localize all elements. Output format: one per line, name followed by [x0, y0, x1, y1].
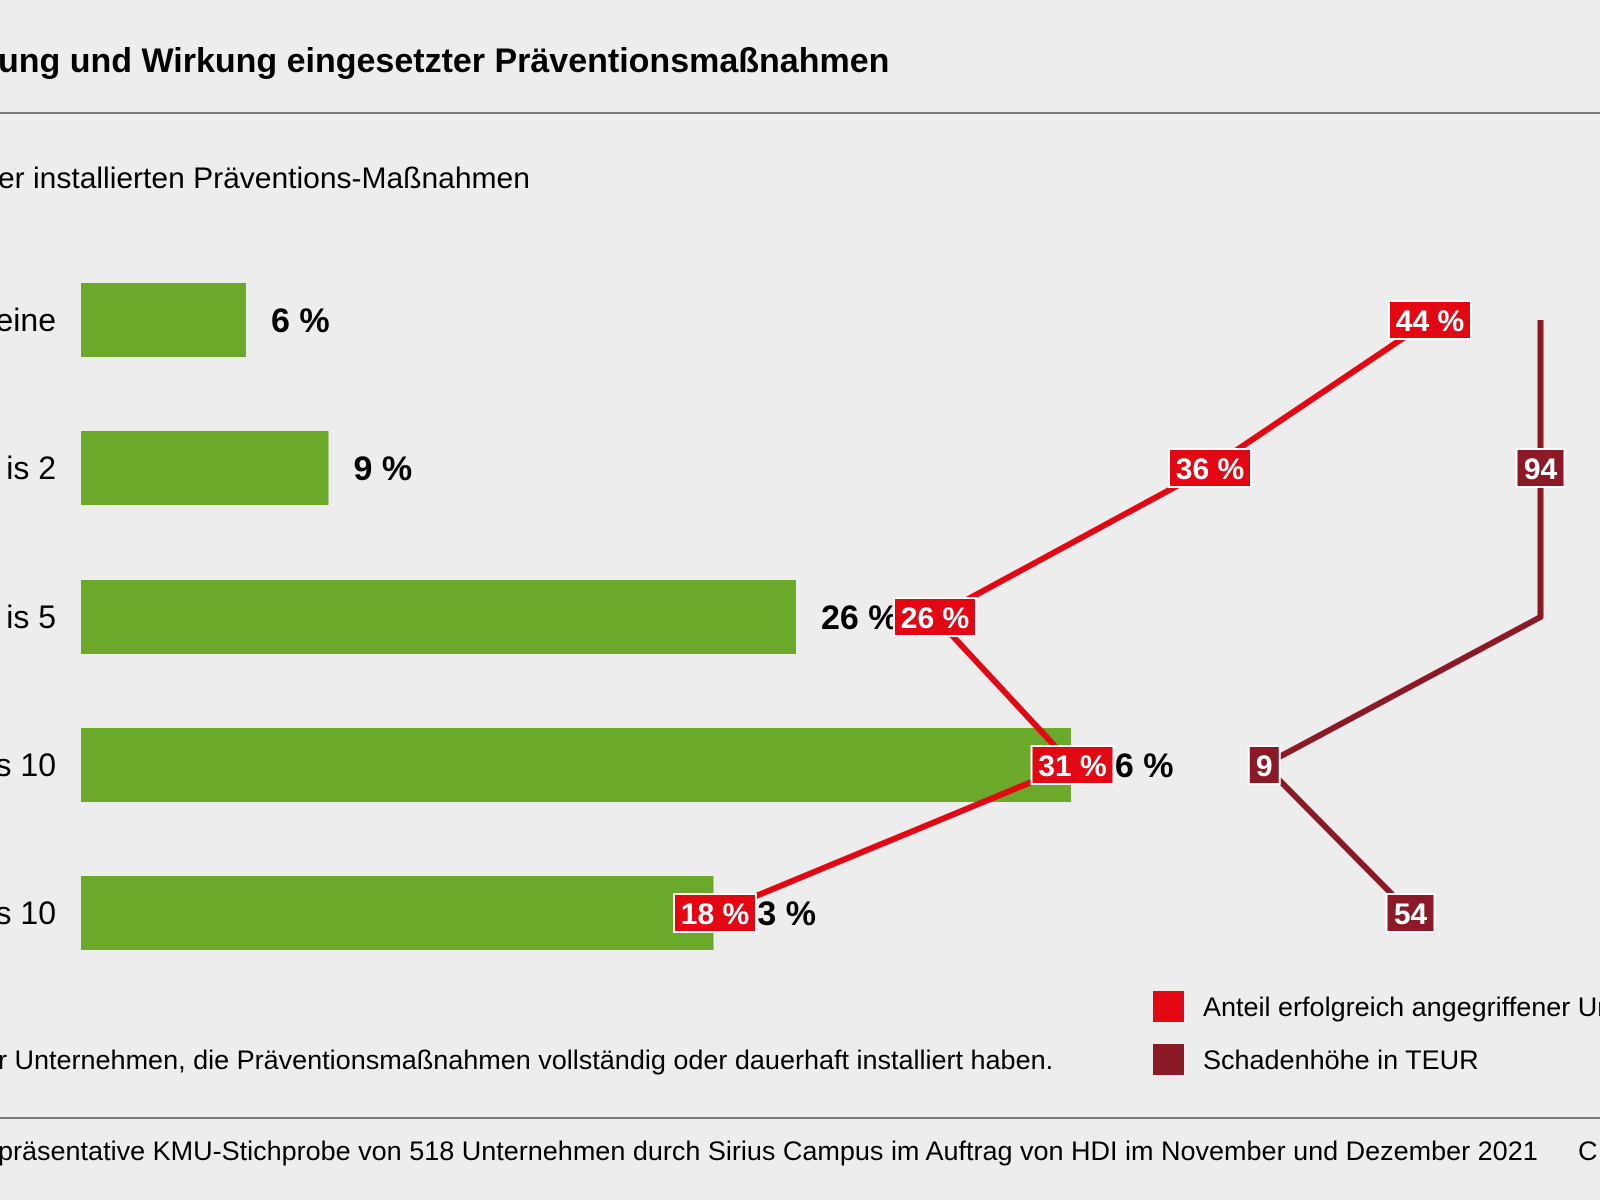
category-label: eine — [0, 302, 56, 338]
line-point-box — [673, 893, 757, 933]
line-point-label: 9 — [1256, 750, 1273, 783]
legend-label-damage: Schadenhöhe in TEUR — [1203, 1045, 1479, 1075]
line-damage — [1261, 320, 1544, 916]
line-point-box — [1247, 745, 1281, 785]
category-label: s 10 — [0, 895, 56, 931]
source-note: präsentative KMU-Stichprobe von 518 Unte… — [0, 1136, 1538, 1166]
category-label: s 10 — [0, 747, 56, 783]
bar — [81, 283, 246, 357]
category-label: is 2 — [6, 450, 56, 486]
line-series: 44 % 36 % 26 % 31 % 18 % 94 9 54 — [673, 300, 1566, 933]
line-point-box — [1030, 745, 1115, 785]
bar-value-label: 9 % — [354, 450, 413, 488]
bar — [81, 876, 714, 950]
chart-subtitle: er installierten Präventions-Maßnahmen — [0, 162, 530, 195]
line-point-box — [893, 597, 977, 637]
line-point-label: 26 % — [901, 602, 969, 635]
line-point-label: 94 — [1524, 453, 1558, 486]
legend-label-share: Anteil erfolgreich angegriffener Ur — [1203, 992, 1600, 1022]
bar — [81, 431, 329, 505]
line-point-box — [1168, 448, 1252, 488]
bar — [81, 580, 796, 654]
line-point-box — [1515, 448, 1566, 488]
legend-swatch-share — [1153, 991, 1184, 1022]
line-point-label: 54 — [1394, 898, 1428, 931]
footnote: r Unternehmen, die Präventionsmaßnahmen … — [0, 1045, 1053, 1075]
line-point-box — [1388, 300, 1472, 340]
line-point-label: 44 % — [1396, 305, 1464, 338]
category-label: is 5 — [6, 599, 56, 635]
bar — [81, 728, 1071, 802]
line-point-box — [1385, 893, 1436, 933]
bar-value-label: 6 % — [271, 302, 330, 340]
line-point-label: 18 % — [681, 898, 749, 931]
line-point-label: 31 % — [1038, 750, 1106, 783]
legend-swatch-damage — [1153, 1044, 1184, 1075]
source-suffix: C — [1578, 1136, 1598, 1166]
line-point-label: 36 % — [1176, 453, 1244, 486]
chart-title: ung und Wirkung eingesetzter Präventions… — [0, 42, 889, 80]
bar-value-label: 26 % — [821, 599, 899, 637]
